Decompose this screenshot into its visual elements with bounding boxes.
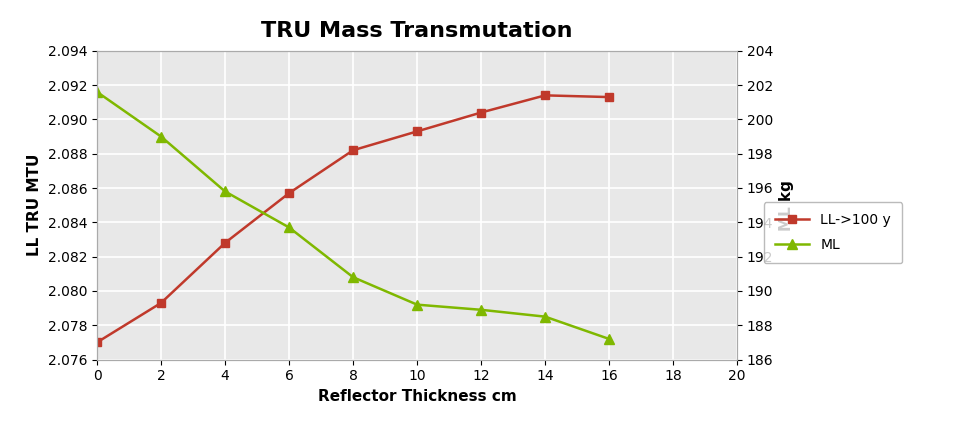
X-axis label: Reflector Thickness cm: Reflector Thickness cm [318,389,516,404]
ML [411,302,422,307]
ML [155,134,167,139]
Title: TRU Mass Transmutation: TRU Mass Transmutation [261,21,573,41]
Legend: LL->100 y, ML: LL->100 y, ML [763,202,901,263]
LL->100 y [347,148,359,153]
LL->100 y [475,110,486,115]
LL->100 y [91,340,103,345]
ML [603,336,614,341]
LL->100 y [155,300,167,305]
Line: LL->100 y: LL->100 y [93,91,612,346]
ML [475,307,486,312]
Line: ML: ML [92,87,613,344]
LL->100 y [411,129,422,134]
LL->100 y [603,94,614,99]
Y-axis label: ML kg: ML kg [778,180,794,231]
Y-axis label: LL TRU MTU: LL TRU MTU [27,154,42,256]
ML [283,225,295,230]
ML [347,275,359,280]
ML [91,89,103,94]
LL->100 y [219,240,231,245]
ML [539,314,550,319]
LL->100 y [283,191,295,196]
LL->100 y [539,93,550,98]
ML [219,189,231,194]
